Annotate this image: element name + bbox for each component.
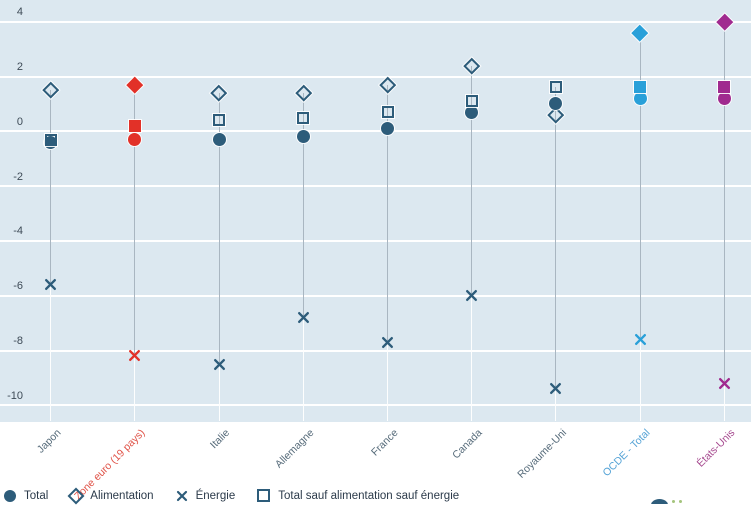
x-marker[interactable] [44, 278, 57, 291]
circle-marker[interactable] [296, 130, 310, 144]
category-stem [723, 21, 725, 384]
legend-label-energie: Énergie [195, 489, 236, 502]
y-axis-tick-label: 4 [16, 6, 23, 19]
x-marker[interactable] [549, 382, 562, 395]
cut-off-widget-icon[interactable] [651, 499, 691, 504]
category-stem [218, 92, 220, 365]
square-marker[interactable] [128, 119, 141, 132]
circle-marker[interactable] [465, 105, 479, 119]
category-stem [387, 84, 388, 343]
legend-item-alimentation[interactable]: Alimentation [67, 487, 154, 504]
x-axis-category-label: Italie [207, 426, 232, 452]
y-gridline [0, 404, 751, 407]
y-axis-tick-label: 2 [16, 61, 23, 73]
square-marker[interactable] [297, 111, 310, 124]
category-guideline [639, 339, 641, 421]
circle-marker[interactable] [717, 91, 731, 105]
x-marker[interactable] [718, 377, 731, 390]
y-gridline [0, 130, 751, 133]
legend: Total Alimentation Énergie Total sauf al… [4, 487, 459, 504]
x-axis-category-label: États-Unis [694, 426, 738, 470]
x-marker[interactable] [128, 349, 141, 362]
square-marker[interactable] [44, 133, 57, 146]
hollow-square-marker-icon [257, 489, 271, 502]
legend-item-energie[interactable]: Énergie [176, 489, 236, 502]
y-axis-tick-label: -6 [13, 280, 23, 293]
diamond-marker[interactable] [42, 82, 59, 99]
category-stem [302, 92, 304, 318]
circle-marker[interactable] [549, 97, 563, 111]
diamond-marker[interactable] [210, 84, 228, 102]
circle-marker[interactable] [128, 133, 142, 147]
category-guideline [302, 317, 304, 421]
category-stem [50, 90, 52, 285]
category-guideline [50, 284, 52, 421]
category-guideline [555, 388, 557, 421]
y-axis-tick-label: 0 [16, 115, 23, 128]
circle-marker[interactable] [633, 91, 647, 105]
diamond-marker[interactable] [716, 13, 733, 30]
y-gridline [0, 239, 751, 242]
category-guideline [723, 383, 725, 421]
x-marker[interactable] [465, 289, 478, 302]
x-marker[interactable] [381, 336, 394, 349]
y-gridline [0, 349, 751, 352]
square-marker[interactable] [381, 106, 394, 119]
square-marker[interactable] [549, 81, 562, 94]
circle-marker[interactable] [212, 133, 226, 147]
category-stem [134, 84, 136, 356]
circle-marker[interactable] [381, 122, 394, 136]
x-axis-category-label: OCDE - Total [600, 426, 653, 479]
x-marker[interactable] [213, 358, 226, 371]
square-marker[interactable] [718, 81, 731, 94]
category-guideline [218, 364, 220, 421]
y-axis-tick-label: -4 [13, 225, 23, 238]
x-marker[interactable] [297, 311, 310, 324]
green-dot-icon [679, 500, 682, 503]
square-marker[interactable] [634, 81, 647, 94]
y-gridline [0, 75, 751, 78]
category-stem [471, 65, 473, 296]
green-dot-icon [672, 500, 675, 503]
diamond-marker[interactable] [126, 76, 144, 93]
y-gridline [0, 294, 751, 297]
x-axis-category-label: Allemagne [272, 426, 317, 471]
hollow-diamond-marker-icon [67, 487, 85, 504]
legend-label-alimentation: Alimentation [90, 489, 154, 502]
legend-item-total[interactable]: Total [4, 489, 49, 502]
x-axis-category-label: Royaume-Uni [514, 426, 569, 481]
plot-area: 4 2 0 -2 -4 -6 -8 -10 [0, 0, 751, 422]
square-marker[interactable] [465, 95, 478, 108]
diamond-marker[interactable] [631, 24, 649, 41]
diamond-marker[interactable] [295, 84, 312, 102]
x-axis-category-label: France [368, 426, 401, 459]
y-gridline [0, 185, 751, 188]
x-axis-category-label: Japon [34, 426, 64, 456]
legend-label-total-sauf: Total sauf alimentation sauf énergie [278, 489, 460, 502]
legend-label-total: Total [24, 489, 49, 502]
y-axis-tick-label: -8 [13, 335, 23, 347]
y-gridline [0, 20, 751, 23]
square-marker[interactable] [213, 114, 226, 127]
x-marker[interactable] [634, 333, 647, 346]
category-guideline [471, 295, 473, 421]
x-cross-marker-icon [176, 490, 187, 501]
category-guideline [134, 355, 136, 421]
legend-item-total-sauf[interactable]: Total sauf alimentation sauf énergie [257, 489, 459, 502]
filled-circle-marker-icon [4, 489, 16, 502]
y-axis-tick-label: -2 [13, 170, 23, 183]
category-guideline [387, 342, 388, 421]
y-axis-tick-label: -10 [7, 389, 23, 402]
diamond-marker[interactable] [463, 57, 480, 74]
category-stem [639, 32, 641, 340]
cut-off-widget-arc [651, 499, 668, 504]
diamond-marker[interactable] [379, 76, 396, 93]
category-stem [555, 87, 557, 389]
x-axis-category-label: Canada [450, 426, 485, 462]
